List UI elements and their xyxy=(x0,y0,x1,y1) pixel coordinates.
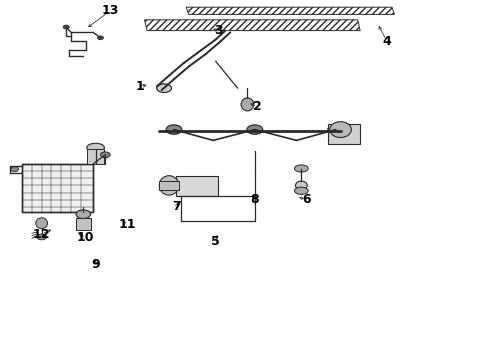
Text: 5: 5 xyxy=(211,235,220,248)
Ellipse shape xyxy=(330,122,351,138)
Ellipse shape xyxy=(63,25,69,29)
Bar xyxy=(76,218,91,230)
Text: 1: 1 xyxy=(135,80,144,93)
Polygon shape xyxy=(186,7,394,14)
Ellipse shape xyxy=(37,234,47,240)
Bar xyxy=(159,181,179,190)
Bar xyxy=(22,164,93,212)
Ellipse shape xyxy=(98,36,103,40)
Text: 8: 8 xyxy=(250,193,259,206)
Bar xyxy=(22,164,93,212)
Ellipse shape xyxy=(294,165,308,172)
Text: 2: 2 xyxy=(253,100,262,113)
Ellipse shape xyxy=(247,125,263,134)
Ellipse shape xyxy=(87,143,104,152)
Ellipse shape xyxy=(76,210,91,219)
Bar xyxy=(328,124,360,144)
Bar xyxy=(87,149,104,164)
Ellipse shape xyxy=(36,218,48,229)
Text: 7: 7 xyxy=(172,201,181,213)
Ellipse shape xyxy=(11,167,19,172)
Ellipse shape xyxy=(166,125,182,134)
Text: 9: 9 xyxy=(91,258,100,271)
Text: 11: 11 xyxy=(119,219,136,231)
Bar xyxy=(176,176,218,196)
Text: 3: 3 xyxy=(214,24,222,37)
Ellipse shape xyxy=(241,98,254,111)
Text: 13: 13 xyxy=(101,4,119,17)
Ellipse shape xyxy=(328,125,343,134)
Ellipse shape xyxy=(159,176,179,195)
Ellipse shape xyxy=(295,181,307,190)
Text: 12: 12 xyxy=(33,228,50,240)
Text: 10: 10 xyxy=(77,231,95,244)
Text: 4: 4 xyxy=(383,35,392,48)
Ellipse shape xyxy=(294,187,308,194)
Text: 6: 6 xyxy=(302,193,311,206)
Ellipse shape xyxy=(100,152,110,158)
Ellipse shape xyxy=(157,84,172,93)
Polygon shape xyxy=(145,20,360,31)
